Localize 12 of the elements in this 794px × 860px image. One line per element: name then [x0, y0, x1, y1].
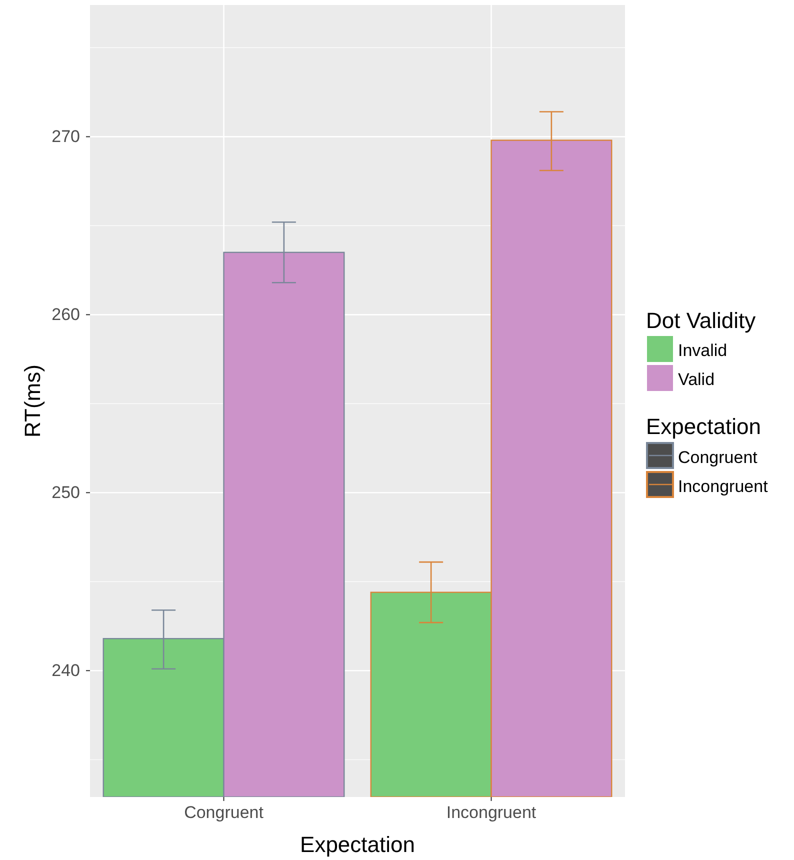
- y-tick-label: 260: [52, 305, 80, 324]
- y-tick-label: 270: [52, 127, 80, 146]
- legend-label: Valid: [678, 370, 715, 389]
- text: Incongruent: [678, 477, 768, 496]
- y-axis-title: RT(ms): [20, 364, 45, 438]
- x-axis-title: Expectation: [300, 832, 415, 857]
- legend-label: Invalid: [678, 341, 728, 360]
- y-tick-label: 240: [52, 661, 80, 680]
- text: Congruent: [678, 448, 758, 467]
- legend-title: Dot Validity: [646, 308, 756, 333]
- y-tick-label: 250: [52, 483, 80, 502]
- text: Expectation: [646, 414, 761, 439]
